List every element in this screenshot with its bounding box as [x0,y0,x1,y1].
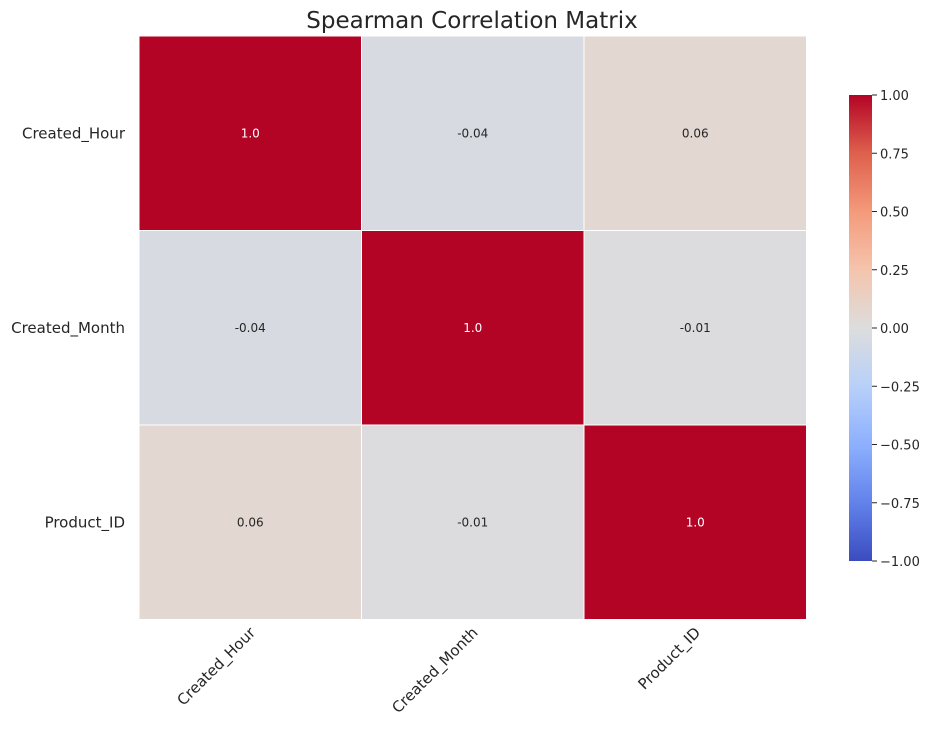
cell-value-label-2-1: -0.01 [457,515,488,529]
cell-value-label-2-2: 1.0 [686,515,705,529]
cell-value-label-1-1: 1.0 [463,321,482,335]
cell-value-label-0-0: 1.0 [241,126,260,140]
y-tick-label: Product_ID [45,513,125,532]
heatmap-cell-2-1 [361,424,585,620]
colorbar-tick-label: 1.00 [880,89,909,104]
heatmap-cell-1-0 [138,230,362,426]
cell-value-label-0-2: 0.06 [682,126,709,140]
cell-value-label-1-2: -0.01 [680,321,711,335]
colorbar-tick-label: 0.50 [880,206,909,221]
x-tick-label: Created_Hour [174,623,261,710]
colorbar-tick-label: 0.25 [880,264,909,279]
x-tick-labels: Created_Hour Created_Month Product_ID [174,623,705,718]
colorbar-tick-label: 0.75 [880,147,909,162]
colorbar-tick-label: −0.75 [880,497,920,512]
heatmap-cell-1-2 [583,230,807,426]
colorbar-bar [849,95,872,561]
cell-value-label-0-1: -0.04 [457,126,488,140]
heatmap-cell-labels: 1.0 -0.04 0.06 -0.04 1.0 -0.01 0.06 -0.01 1.0 [235,126,711,529]
heatmap-cell-0-2 [583,35,807,231]
x-tick-label: Created_Month [388,624,482,718]
cell-value-label-1-0: -0.04 [235,321,266,335]
y-tick-labels: Created_Hour Created_Month Product_ID [11,124,126,532]
colorbar-tick-label: −0.50 [880,439,920,454]
colorbar: 1.00 0.75 0.50 0.25 0.00 −0.25 −0.50 −0.75 −1.00 [849,89,920,570]
colorbar-tick-label: −1.00 [880,555,920,570]
heatmap-cell-2-2 [583,424,807,620]
chart-title: Spearman Correlation Matrix [306,8,637,34]
heatmap-cell-0-0 [138,35,362,231]
heatmap-cell-1-1 [361,230,585,426]
heatmap-cell-0-1 [361,35,585,231]
cell-value-label-2-0: 0.06 [237,515,264,529]
colorbar-tick-label: 0.00 [880,322,909,337]
colorbar-tick-label: −0.25 [880,380,920,395]
heatmap-cells [138,35,807,620]
y-tick-label: Created_Month [11,319,125,338]
y-tick-label: Created_Hour [22,124,126,143]
x-tick-label: Product_ID [634,624,704,694]
heatmap-cell-2-0 [138,424,362,620]
